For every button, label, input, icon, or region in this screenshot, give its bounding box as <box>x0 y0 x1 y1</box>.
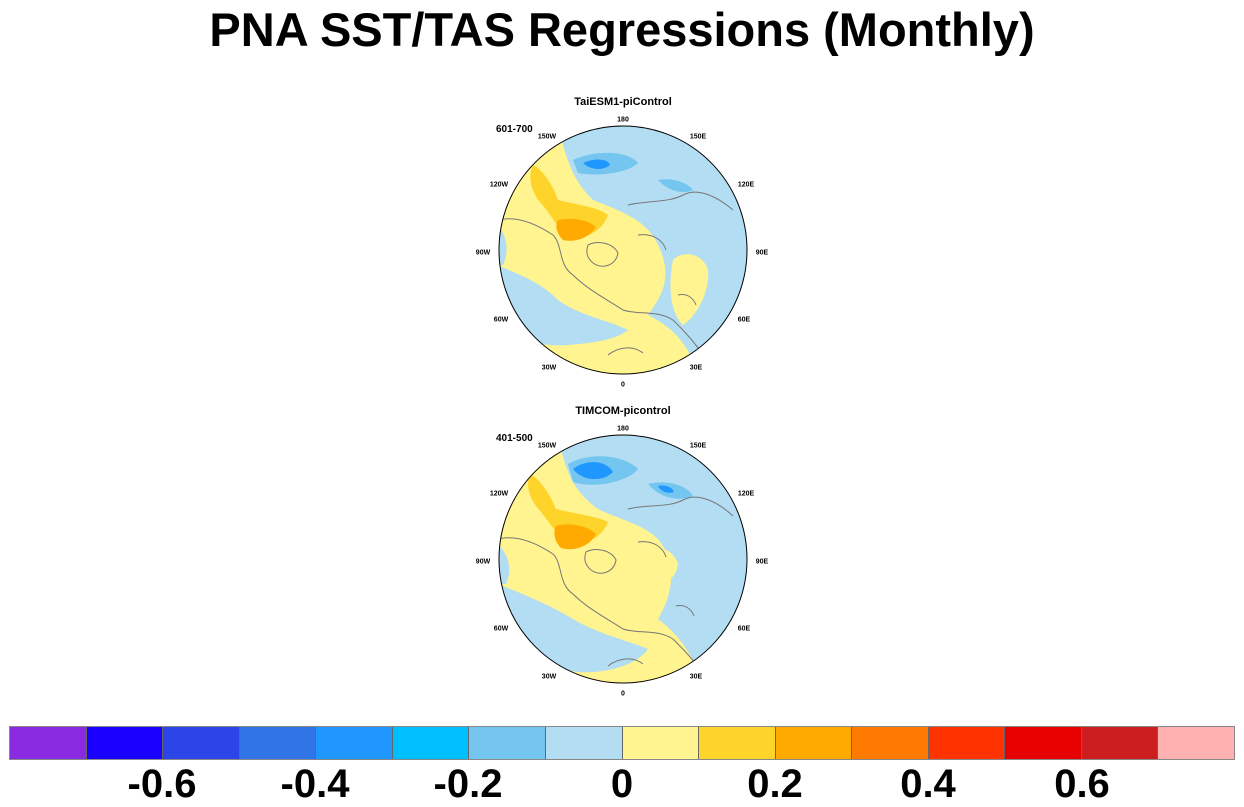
colorbar-box <box>239 727 317 759</box>
panel-2-polar-map <box>498 434 748 684</box>
panel-1-lon-label: 90E <box>755 249 769 257</box>
panel-2-lon-label: 150W <box>537 442 557 450</box>
panel-1-lon-label: 150W <box>537 133 557 141</box>
panel-1-title: TaiESM1-piControl <box>574 96 672 108</box>
panel-1-lon-label: 60E <box>737 316 751 324</box>
panel-1-lon-label: 0 <box>621 381 625 389</box>
colorbar-box <box>1158 727 1234 759</box>
panel-2-period: 401-500 <box>496 433 533 444</box>
panel-1-lon-label: 120W <box>489 181 509 189</box>
panel-2-lon-label: 90W <box>475 558 491 566</box>
colorbar-tick-label: -0.4 <box>280 762 350 806</box>
colorbar-tick-label: 0.4 <box>900 762 956 806</box>
colorbar-box <box>163 727 240 759</box>
colorbar-box <box>852 727 929 759</box>
panel-2-title: TIMCOM-picontrol <box>575 405 671 417</box>
colorbar-box <box>622 727 700 759</box>
panel-1-lon-label: 90W <box>475 249 491 257</box>
colorbar-box <box>469 727 546 759</box>
panel-1-lon-label: 30W <box>541 364 557 372</box>
colorbar-box <box>928 727 1006 759</box>
colorbar-box <box>392 727 470 759</box>
panel-2-lon-label: 90E <box>755 558 769 566</box>
panel-2-lon-label: 30E <box>689 673 703 681</box>
panel-1-lon-label: 180 <box>617 116 629 124</box>
colorbar-tick-label: 0 <box>610 762 634 806</box>
panel-2-lon-label: 60W <box>493 625 509 633</box>
panel-1-polar-map <box>498 125 748 375</box>
colorbar <box>9 726 1235 760</box>
panel-1-lon-label: 150E <box>689 133 707 141</box>
colorbar-box <box>699 727 776 759</box>
panel-2-lon-label: 120W <box>489 490 509 498</box>
panel-1-lon-label: 30E <box>689 364 703 372</box>
colorbar-box <box>545 727 623 759</box>
colorbar-box <box>775 727 853 759</box>
panel-2-lon-label: 0 <box>621 690 625 698</box>
colorbar-tick-label: -0.6 <box>127 762 197 806</box>
colorbar-box <box>1005 727 1082 759</box>
colorbar-box <box>316 727 393 759</box>
colorbar-tick-label: 0.6 <box>1054 762 1110 806</box>
panel-1-period: 601-700 <box>496 124 533 135</box>
panel-2-lon-label: 180 <box>617 425 629 433</box>
colorbar-tick-label: 0.2 <box>747 762 803 806</box>
panel-2-lon-label: 150E <box>689 442 707 450</box>
colorbar-box <box>86 727 164 759</box>
colorbar-box <box>1081 727 1159 759</box>
colorbar-tick-label: -0.2 <box>433 762 503 806</box>
figure-title: PNA SST/TAS Regressions (Monthly) <box>209 3 1035 56</box>
panel-2-lon-label: 120E <box>737 490 755 498</box>
panel-2-lon-label: 30W <box>541 673 557 681</box>
panel-1-lon-label: 120E <box>737 181 755 189</box>
panel-1-lon-label: 60W <box>493 316 509 324</box>
colorbar-box <box>10 727 87 759</box>
panel-2-lon-label: 60E <box>737 625 751 633</box>
